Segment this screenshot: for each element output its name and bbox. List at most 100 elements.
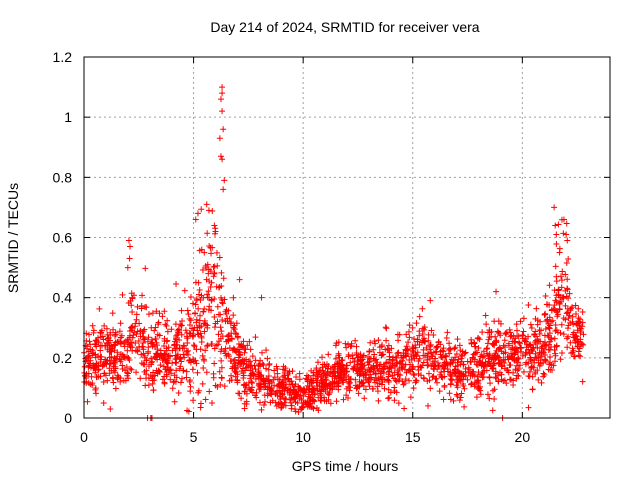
- data-point: [470, 368, 477, 375]
- data-point: [493, 347, 500, 354]
- data-point: [100, 336, 107, 343]
- data-point: [560, 230, 567, 237]
- data-point: [256, 371, 263, 378]
- data-point: [141, 335, 148, 342]
- data-point: [172, 334, 179, 341]
- data-point: [541, 371, 548, 378]
- data-point: [477, 391, 484, 398]
- data-point: [479, 368, 486, 375]
- data-point: [269, 388, 276, 395]
- data-point: [425, 361, 432, 368]
- data-point: [484, 340, 491, 347]
- data-point: [372, 340, 379, 347]
- data-point: [347, 359, 354, 366]
- data-point: [144, 350, 151, 357]
- data-point: [186, 357, 193, 364]
- data-point: [508, 352, 515, 359]
- data-point: [286, 368, 293, 375]
- data-point-outlier: [552, 222, 559, 229]
- data-point: [195, 305, 202, 312]
- data-point: [475, 377, 482, 384]
- data-point: [487, 380, 494, 387]
- data-point: [183, 368, 190, 375]
- data-point: [262, 383, 269, 390]
- data-point: [155, 319, 162, 326]
- data-point: [502, 330, 509, 337]
- data-point: [495, 378, 502, 385]
- data-point: [540, 340, 547, 347]
- data-point: [86, 338, 93, 345]
- data-point: [521, 337, 528, 344]
- data-point: [157, 347, 164, 354]
- data-point: [553, 278, 560, 285]
- data-point: [504, 353, 511, 360]
- data-point: [461, 403, 468, 410]
- data-point: [179, 317, 186, 324]
- data-point: [445, 346, 452, 353]
- data-point: [99, 342, 106, 349]
- data-point: [348, 340, 355, 347]
- data-point: [451, 369, 458, 376]
- data-point: [538, 379, 545, 386]
- data-point: [238, 395, 245, 402]
- data-point: [440, 365, 447, 372]
- data-point: [189, 332, 196, 339]
- data-point: [421, 326, 428, 333]
- data-point: [558, 350, 565, 357]
- data-point: [546, 282, 553, 289]
- data-point: [371, 357, 378, 364]
- data-point-outlier: [556, 249, 563, 256]
- data-point: [465, 364, 472, 371]
- data-point: [122, 355, 129, 362]
- data-point-outlier: [100, 399, 107, 406]
- data-point: [238, 360, 245, 367]
- data-point: [555, 221, 562, 228]
- data-point: [181, 354, 188, 361]
- data-point: [204, 324, 211, 331]
- data-point: [97, 359, 104, 366]
- y-tick-label: 1: [64, 109, 72, 125]
- data-point: [96, 305, 103, 312]
- data-point: [147, 372, 154, 379]
- data-point: [382, 324, 389, 331]
- data-point: [204, 291, 211, 298]
- data-point: [200, 365, 207, 372]
- data-point: [409, 324, 416, 331]
- data-point: [401, 380, 408, 387]
- data-point: [479, 329, 486, 336]
- data-point: [217, 324, 224, 331]
- data-point: [493, 338, 500, 345]
- data-point: [282, 396, 289, 403]
- data-point: [506, 326, 513, 333]
- data-point: [425, 402, 432, 409]
- data-point: [424, 378, 431, 385]
- data-point: [93, 390, 100, 397]
- data-point: [520, 315, 527, 322]
- data-point: [307, 400, 314, 407]
- data-point: [438, 373, 445, 380]
- data-point: [396, 375, 403, 382]
- data-point: [548, 343, 555, 350]
- data-point: [235, 390, 242, 397]
- data-point: [194, 327, 201, 334]
- data-point: [249, 380, 256, 387]
- data-point: [484, 361, 491, 368]
- data-point: [93, 337, 100, 344]
- data-point: [138, 305, 145, 312]
- data-point: [199, 352, 206, 359]
- data-point: [162, 353, 169, 360]
- data-point: [205, 288, 212, 295]
- data-point: [476, 336, 483, 343]
- data-point: [391, 384, 398, 391]
- data-point: [172, 378, 179, 385]
- data-point: [569, 349, 576, 356]
- data-point: [223, 352, 230, 359]
- data-point: [420, 359, 427, 366]
- data-point: [464, 376, 471, 383]
- data-point: [559, 268, 566, 275]
- data-point: [157, 362, 164, 369]
- data-point: [180, 367, 187, 374]
- data-point: [416, 313, 423, 320]
- data-point-outlier: [217, 96, 224, 103]
- data-point: [262, 398, 269, 405]
